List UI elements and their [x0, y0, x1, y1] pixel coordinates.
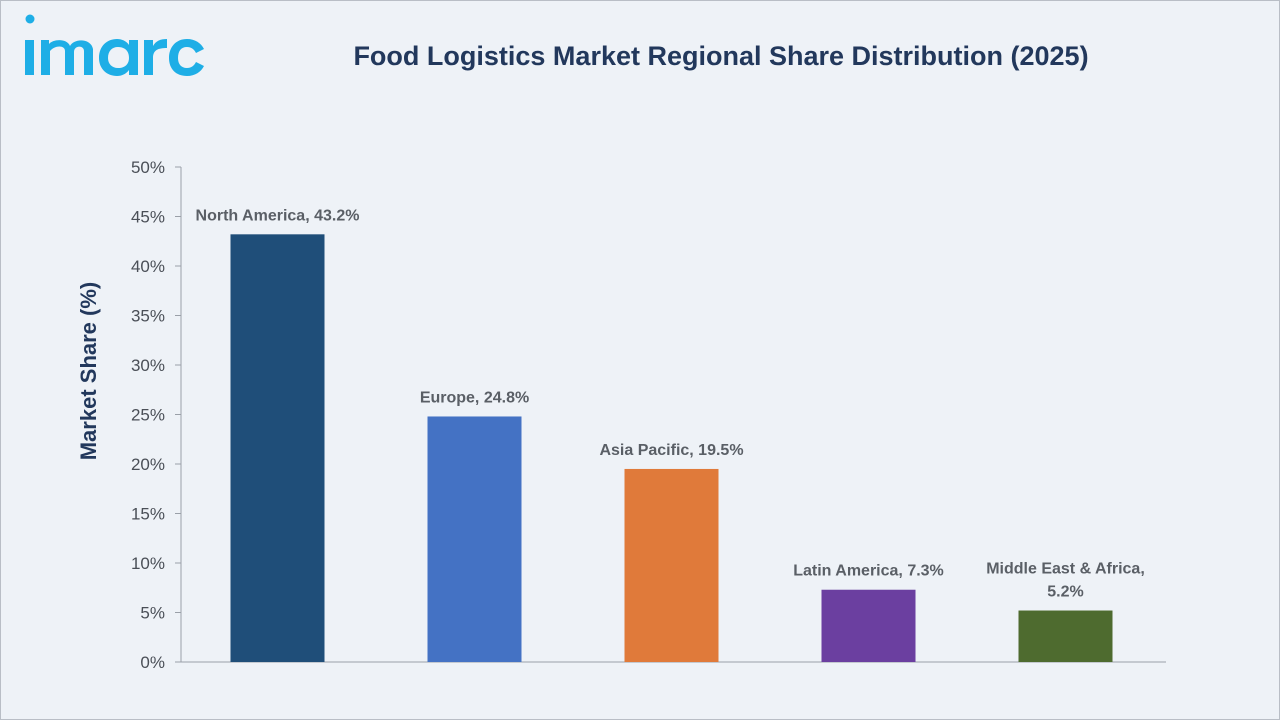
y-tick-label: 25%	[131, 406, 165, 425]
data-label: Europe, 24.8%	[420, 389, 529, 406]
y-tick-label: 5%	[140, 604, 165, 623]
bar-north-america	[230, 234, 325, 662]
imarc-logo: imarc	[21, 13, 206, 83]
y-tick-label: 20%	[131, 455, 165, 474]
data-label: Asia Pacific, 19.5%	[599, 442, 743, 459]
y-tick-label: 30%	[131, 356, 165, 375]
y-tick-label: 0%	[140, 653, 165, 672]
bar-europe	[427, 416, 522, 662]
y-tick-label: 50%	[131, 158, 165, 177]
y-tick-label: 45%	[131, 208, 165, 227]
data-label: North America, 43.2%	[196, 207, 360, 224]
y-tick-label: 35%	[131, 307, 165, 326]
chart-title: Food Logistics Market Regional Share Dis…	[353, 41, 1089, 71]
data-label: Middle East & Africa,	[986, 561, 1145, 578]
y-tick-label: 15%	[131, 505, 165, 524]
data-label: 5.2%	[1047, 584, 1083, 601]
bar-latin-america	[821, 589, 916, 662]
bar-middle-east-africa	[1018, 610, 1113, 662]
y-tick-label: 10%	[131, 554, 165, 573]
y-tick-label: 40%	[131, 257, 165, 276]
imarc-logo-mark	[25, 14, 204, 76]
data-label: Latin America, 7.3%	[793, 563, 944, 580]
bar-asia-pacific	[624, 468, 719, 662]
